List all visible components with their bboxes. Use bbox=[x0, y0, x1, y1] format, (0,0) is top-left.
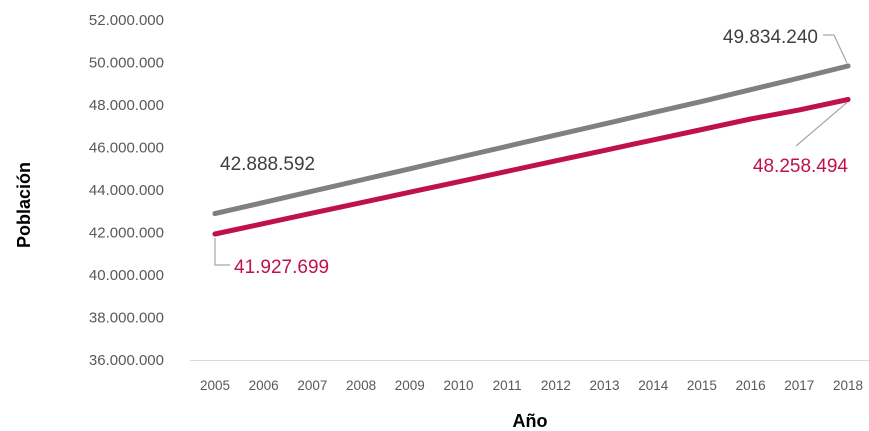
y-tick-label: 52.000.000 bbox=[89, 12, 164, 29]
data-label: 49.834.240 bbox=[723, 27, 818, 48]
y-axis-ticks: 36.000.000 38.000.000 40.000.000 42.000.000… bbox=[89, 12, 164, 369]
x-axis-ticks: 2005 2006 2007 2008 2009 2010 2011 2012 2013 2014… bbox=[200, 378, 863, 393]
y-axis-title: Población bbox=[14, 162, 34, 248]
x-tick-label: 2017 bbox=[784, 378, 814, 393]
y-tick-label: 46.000.000 bbox=[89, 140, 164, 157]
y-tick-label: 38.000.000 bbox=[89, 310, 164, 327]
x-tick-label: 2014 bbox=[638, 378, 669, 393]
series-line bbox=[212, 97, 851, 237]
y-tick-label: 36.000.000 bbox=[89, 352, 164, 369]
x-tick-label: 2005 bbox=[200, 378, 230, 393]
leader-line bbox=[795, 102, 848, 147]
y-tick-label: 40.000.000 bbox=[89, 267, 164, 284]
y-tick-label: 42.000.000 bbox=[89, 225, 164, 242]
leader-line bbox=[823, 34, 848, 64]
x-tick-label: 2018 bbox=[833, 378, 863, 393]
x-axis-title: Año bbox=[513, 411, 548, 431]
x-tick-label: 2009 bbox=[395, 378, 425, 393]
series-line bbox=[212, 63, 851, 217]
x-tick-label: 2010 bbox=[443, 378, 473, 393]
data-point bbox=[845, 63, 851, 69]
data-label: 48.258.494 bbox=[753, 156, 849, 177]
series-layer bbox=[212, 63, 851, 237]
data-label: 41.927.699 bbox=[234, 257, 329, 278]
y-tick-label: 50.000.000 bbox=[89, 55, 164, 72]
x-tick-label: 2015 bbox=[687, 378, 717, 393]
data-point bbox=[212, 211, 218, 217]
data-labels: 42.888.592 49.834.240 41.927.699 48.258.494 bbox=[214, 27, 849, 278]
data-point bbox=[845, 97, 851, 103]
leader-line bbox=[214, 238, 230, 266]
data-label: 42.888.592 bbox=[220, 154, 315, 175]
x-tick-label: 2013 bbox=[590, 378, 620, 393]
x-tick-label: 2012 bbox=[541, 378, 571, 393]
data-point bbox=[212, 231, 218, 237]
x-tick-label: 2016 bbox=[736, 378, 766, 393]
y-tick-label: 48.000.000 bbox=[89, 97, 164, 114]
y-tick-label: 44.000.000 bbox=[89, 182, 164, 199]
x-tick-label: 2008 bbox=[346, 378, 376, 393]
x-tick-label: 2011 bbox=[493, 378, 522, 393]
x-tick-label: 2006 bbox=[249, 378, 279, 393]
x-tick-label: 2007 bbox=[297, 378, 327, 393]
